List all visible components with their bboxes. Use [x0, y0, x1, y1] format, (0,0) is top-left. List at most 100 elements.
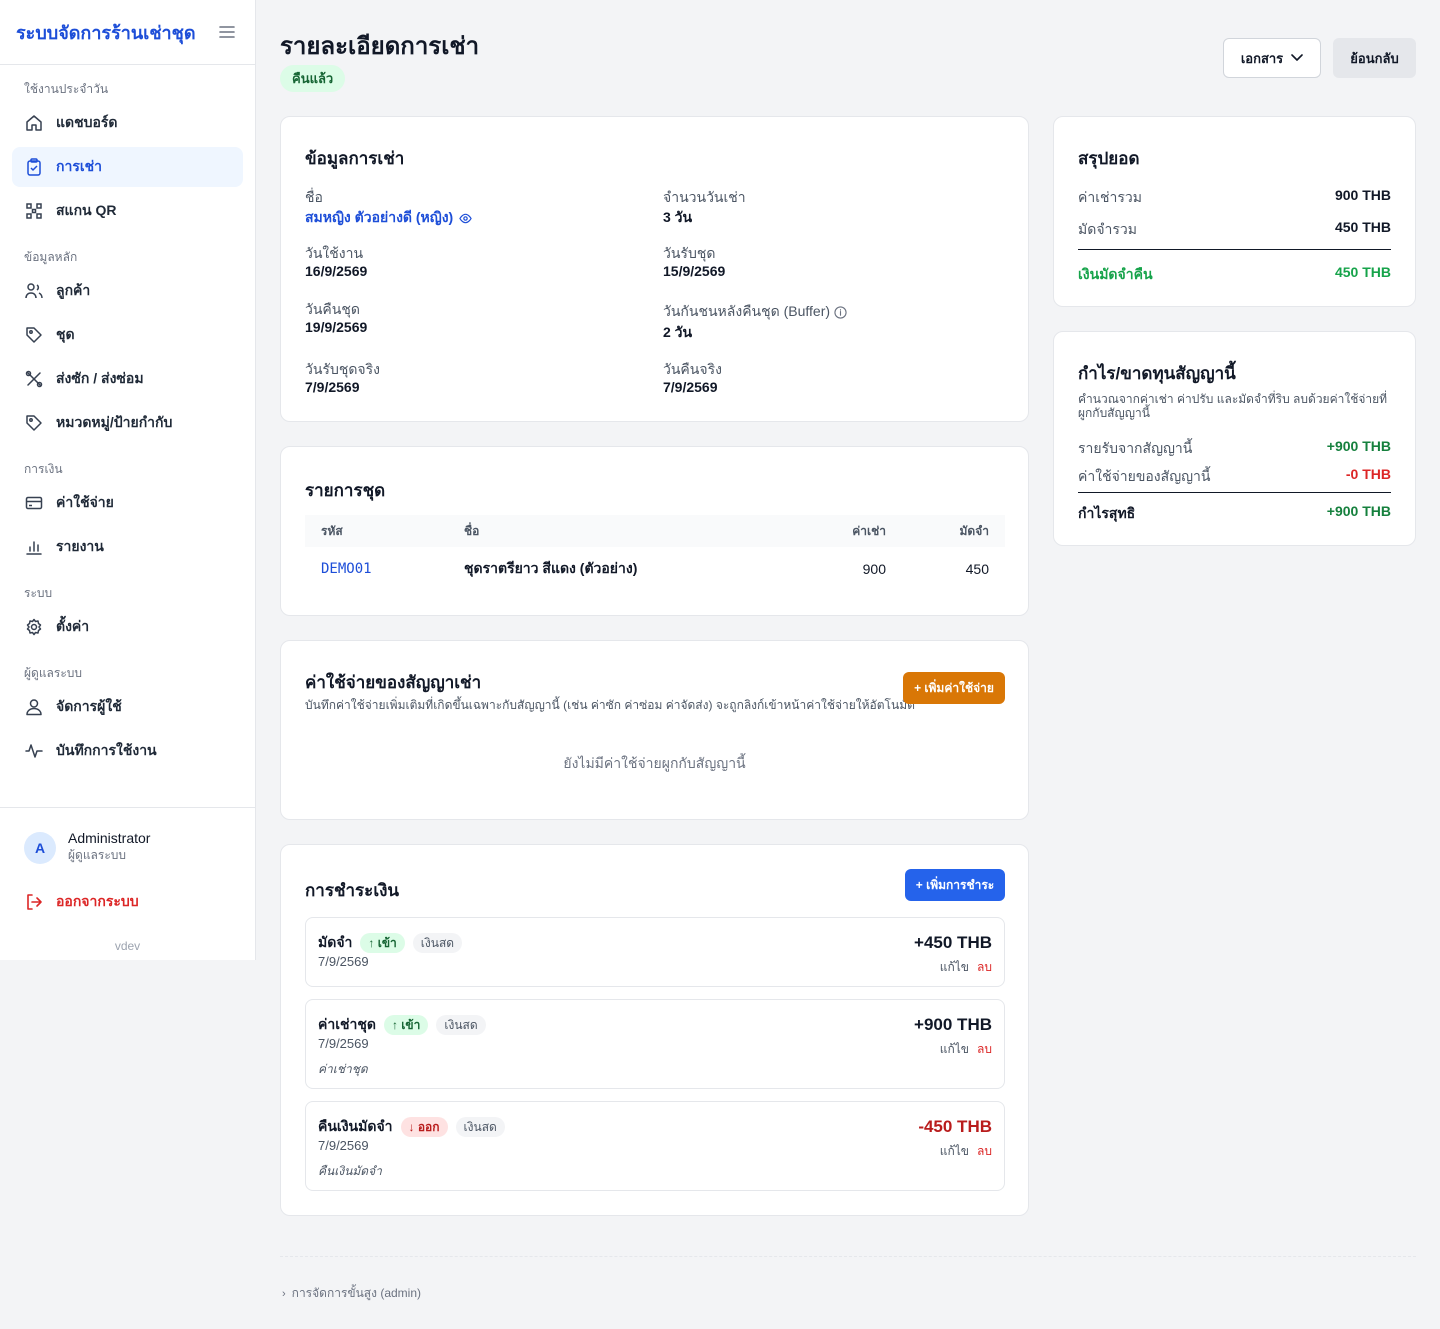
- user-icon: [24, 697, 44, 717]
- card-title: ค่าใช้จ่ายของสัญญาเช่า: [305, 673, 482, 692]
- nav-section-title: ข้อมูลหลัก: [24, 250, 78, 264]
- profit-loss-card: กำไร/ขาดทุนสัญญานี้ คำนวณจากค่าเช่า ค่าป…: [1053, 331, 1416, 546]
- info-icon[interactable]: [834, 305, 847, 319]
- sidebar-footer: A Administrator ผู้ดูแลระบบ ออกจากระบบ v…: [0, 807, 255, 953]
- user-name: Administrator: [68, 830, 151, 846]
- nav-section-title: ระบบ: [24, 586, 53, 600]
- field-rental-days: จำนวนวันเช่า 3 วัน: [663, 187, 746, 229]
- chevron-right-icon: ›: [282, 1287, 286, 1300]
- direction-badge: ↓ ออก: [400, 1117, 448, 1137]
- column-header-deposit: มัดจำ: [959, 523, 989, 538]
- payment-name: มัดจำ: [318, 934, 353, 950]
- summary-card: สรุปยอด ค่าเช่ารวม 900 THB มัดจำรวม 450 …: [1053, 116, 1416, 307]
- admin-advanced-toggle[interactable]: › การจัดการขั้นสูง (admin): [282, 1284, 421, 1303]
- payment-item: ค่าเช่าชุด ↑ เข้า เงินสด 7/9/2569 ค่าเช่…: [305, 999, 1005, 1089]
- row-value: -0 THB: [1345, 466, 1391, 482]
- edit-payment-button[interactable]: แก้ไข: [939, 1042, 970, 1056]
- row-label: กำไรสุทธิ: [1078, 505, 1136, 521]
- card-title: กำไร/ขาดทุนสัญญานี้: [1078, 364, 1236, 383]
- sidebar-item-laundry-repair[interactable]: ส่งซัก / ส่งซ่อม: [12, 359, 243, 399]
- sidebar-item-dresses[interactable]: ชุด: [12, 315, 243, 355]
- user-profile[interactable]: A Administrator ผู้ดูแลระบบ: [24, 830, 231, 865]
- summary-row-rent: ค่าเช่ารวม 900 THB: [1078, 187, 1391, 209]
- home-icon: [24, 113, 44, 133]
- delete-payment-button[interactable]: ลบ: [977, 960, 992, 974]
- brand-title[interactable]: ระบบจัดการร้านเช่าชุด: [16, 22, 196, 43]
- sidebar-item-user-management[interactable]: จัดการผู้ใช้: [12, 687, 243, 727]
- back-button[interactable]: ย้อนกลับ: [1333, 38, 1416, 78]
- avatar: A: [24, 831, 56, 864]
- logout-icon: [24, 892, 44, 912]
- item-code-link[interactable]: DEMO01: [321, 561, 372, 577]
- sidebar-item-settings[interactable]: ตั้งค่า: [12, 607, 243, 647]
- rental-items-card: รายการชุด รหัส ชื่อ ค่าเช่า มัดจำ DEMO01…: [280, 446, 1029, 616]
- row-label: ค่าใช้จ่ายของสัญญานี้: [1078, 468, 1211, 484]
- summary-row-refund: เงินมัดจำคืน 450 THB: [1078, 264, 1391, 286]
- field-value: 3 วัน: [663, 209, 693, 225]
- sidebar-item-activity-log[interactable]: บันทึกการใช้งาน: [12, 731, 243, 771]
- payment-note: คืนเงินมัดจำ: [318, 1164, 382, 1178]
- customer-link[interactable]: สมหญิง ตัวอย่างดี (หญิง): [305, 207, 472, 229]
- empty-state: ยังไม่มีค่าใช้จ่ายผูกกับสัญญานี้: [563, 755, 746, 771]
- tag-icon: [24, 325, 44, 345]
- card-description: บันทึกค่าใช้จ่ายเพิ่มเติมที่เกิดขึ้นเฉพา…: [305, 698, 915, 712]
- sidebar-item-label: ลูกค้า: [56, 282, 91, 298]
- sidebar-item-reports[interactable]: รายงาน: [12, 527, 243, 567]
- logout-button[interactable]: ออกจากระบบ: [24, 891, 231, 913]
- sidebar-item-label: ส่งซัก / ส่งซ่อม: [56, 370, 144, 386]
- payment-date: 7/9/2569: [318, 954, 369, 969]
- sidebar-item-label: หมวดหมู่/ป้ายกำกับ: [56, 414, 173, 430]
- card-description: คำนวณจากค่าเช่า ค่าปรับ และมัดจำที่ริบ ล…: [1078, 392, 1388, 420]
- add-payment-button[interactable]: + เพิ่มการชำระ: [905, 869, 1005, 901]
- documents-label: เอกสาร: [1240, 50, 1284, 66]
- delete-payment-button[interactable]: ลบ: [977, 1042, 992, 1056]
- field-actual-pickup: วันรับชุดจริง 7/9/2569: [305, 359, 380, 395]
- table-row: DEMO01 ชุดราตรียาว สีแดง (ตัวอย่าง) 900 …: [305, 547, 1005, 591]
- logout-label: ออกจากระบบ: [56, 893, 139, 909]
- sidebar-nav: ใช้งานประจำวัน แดชบอร์ด การเช่า สแกน QR …: [0, 65, 255, 771]
- sidebar-item-label: สแกน QR: [56, 202, 117, 218]
- field-label: วันคืนจริง: [663, 361, 722, 377]
- field-label: วันรับชุด: [663, 245, 716, 261]
- clipboard-icon: [24, 157, 44, 177]
- field-value: 2 วัน: [663, 324, 693, 340]
- profit-row-net: กำไรสุทธิ +900 THB: [1078, 503, 1391, 525]
- field-value: 16/9/2569: [305, 263, 368, 279]
- nav-section-title: ใช้งานประจำวัน: [24, 82, 109, 96]
- documents-dropdown-button[interactable]: เอกสาร: [1223, 38, 1321, 78]
- item-rent: 900: [862, 561, 886, 577]
- qr-icon: [24, 201, 44, 221]
- sidebar-item-label: จัดการผู้ใช้: [56, 698, 122, 714]
- activity-icon: [24, 741, 44, 761]
- row-label: เงินมัดจำคืน: [1078, 266, 1153, 282]
- payments-card: การชำระเงิน + เพิ่มการชำระ มัดจำ ↑ เข้า …: [280, 844, 1029, 1216]
- sidebar-item-label: แดชบอร์ด: [56, 114, 118, 130]
- menu-toggle-icon[interactable]: [215, 20, 239, 44]
- edit-payment-button[interactable]: แก้ไข: [939, 1144, 970, 1158]
- sidebar-item-rentals[interactable]: การเช่า: [12, 147, 243, 187]
- field-buffer-days: วันกันชนหลังคืนชุด (Buffer) 2 วัน: [663, 302, 847, 344]
- delete-payment-button[interactable]: ลบ: [977, 1144, 992, 1158]
- sidebar-item-expenses[interactable]: ค่าใช้จ่าย: [12, 483, 243, 523]
- divider: [1078, 249, 1391, 250]
- sidebar-header: ระบบจัดการร้านเช่าชุด: [0, 0, 255, 65]
- row-value: 450 THB: [1334, 264, 1391, 280]
- sidebar-item-customers[interactable]: ลูกค้า: [12, 271, 243, 311]
- sidebar-item-dashboard[interactable]: แดชบอร์ด: [12, 103, 243, 143]
- field-use-date: วันใช้งาน 16/9/2569: [305, 243, 367, 279]
- divider: [1078, 492, 1391, 493]
- direction-badge: ↑ เข้า: [360, 933, 405, 953]
- version-label: vdev: [114, 939, 141, 953]
- edit-payment-button[interactable]: แก้ไข: [939, 960, 970, 974]
- payment-item: มัดจำ ↑ เข้า เงินสด 7/9/2569 +450 THB แก…: [305, 917, 1005, 987]
- payment-item: คืนเงินมัดจำ ↓ ออก เงินสด 7/9/2569 คืนเง…: [305, 1101, 1005, 1191]
- sidebar-item-scan-qr[interactable]: สแกน QR: [12, 191, 243, 231]
- sidebar-item-categories[interactable]: หมวดหมู่/ป้ายกำกับ: [12, 403, 243, 443]
- card-title: การชำระเงิน: [305, 881, 400, 900]
- add-expense-button[interactable]: + เพิ่มค่าใช้จ่าย: [903, 672, 1005, 704]
- contract-expenses-card: ค่าใช้จ่ายของสัญญาเช่า บันทึกค่าใช้จ่ายเ…: [280, 640, 1029, 820]
- sidebar-item-label: ชุด: [56, 326, 75, 342]
- sidebar-item-label: รายงาน: [56, 538, 104, 554]
- field-value: 15/9/2569: [663, 263, 726, 279]
- field-actual-return: วันคืนจริง 7/9/2569: [663, 359, 722, 395]
